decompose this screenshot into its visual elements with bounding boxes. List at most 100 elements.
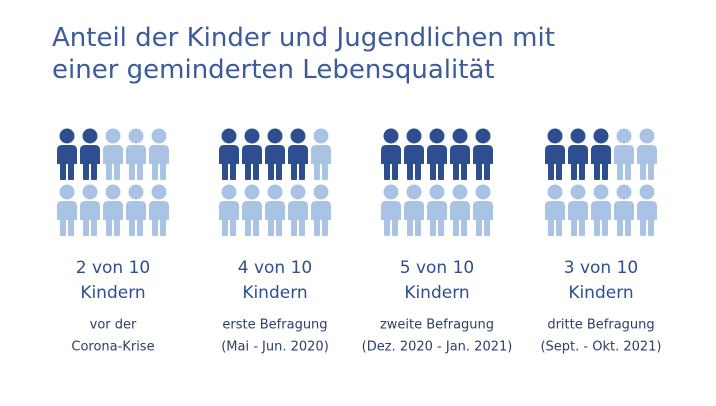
leg [571,219,577,236]
head [313,128,329,144]
body [427,145,447,164]
leg [579,219,585,236]
leg [556,163,562,180]
body [473,145,493,164]
person-icon [311,184,331,236]
person-icon [103,184,123,236]
leg [640,163,646,180]
body [614,201,634,220]
leg [276,219,282,236]
unit-label: Kindern [80,283,145,303]
body [450,201,470,220]
head [639,184,655,200]
person-icon [591,184,611,236]
person-icon [637,184,657,236]
person-icon [568,128,588,180]
head [128,184,144,200]
person-icon [103,128,123,180]
body [242,201,262,220]
head [383,128,399,144]
leg [648,163,654,180]
unit-label: Kindern [568,283,633,303]
person-icon [545,184,565,236]
head [593,184,609,200]
leg [625,163,631,180]
body [265,145,285,164]
leg [314,219,320,236]
leg [253,163,259,180]
person-icon [450,128,470,180]
person-icon [427,128,447,180]
person-icon [57,128,77,180]
head [221,184,237,200]
head [452,184,468,200]
leg [602,163,608,180]
head [151,128,167,144]
head [406,184,422,200]
leg [68,163,74,180]
body [450,145,470,164]
body [126,145,146,164]
leg [68,219,74,236]
leg [152,163,158,180]
leg [314,163,320,180]
leg [430,219,436,236]
category-label: (Mai - Jun. 2020) [221,340,329,355]
body [473,201,493,220]
person-icon [80,184,100,236]
head [475,128,491,144]
head [105,128,121,144]
person-icon [450,184,470,236]
leg [548,219,554,236]
head [429,128,445,144]
person-icon [404,128,424,180]
person-icon [473,128,493,180]
body [103,145,123,164]
body [149,201,169,220]
leg [230,219,236,236]
person-icon [242,184,262,236]
leg [230,163,236,180]
leg [129,219,135,236]
leg [253,219,259,236]
person-icon [427,184,447,236]
body [427,201,447,220]
head [128,128,144,144]
leg [548,163,554,180]
leg [602,219,608,236]
body [591,201,611,220]
body [637,201,657,220]
head [151,184,167,200]
body [591,145,611,164]
head [616,184,632,200]
head [290,128,306,144]
leg [268,163,274,180]
leg [114,163,120,180]
leg [453,219,459,236]
head [290,184,306,200]
person-icon [381,128,401,180]
leg [640,219,646,236]
body [381,145,401,164]
body [57,201,77,220]
category-label: zweite Befragung [380,318,494,333]
body [614,145,634,164]
person-icon [614,128,634,180]
head [547,128,563,144]
body [568,201,588,220]
person-icon [568,184,588,236]
body [57,145,77,164]
leg [83,219,89,236]
body [242,145,262,164]
person-icon [591,128,611,180]
head [429,184,445,200]
leg [60,219,66,236]
leg [407,219,413,236]
person-icon [404,184,424,236]
leg [60,163,66,180]
head [59,184,75,200]
head [59,128,75,144]
leg [594,163,600,180]
leg [430,163,436,180]
